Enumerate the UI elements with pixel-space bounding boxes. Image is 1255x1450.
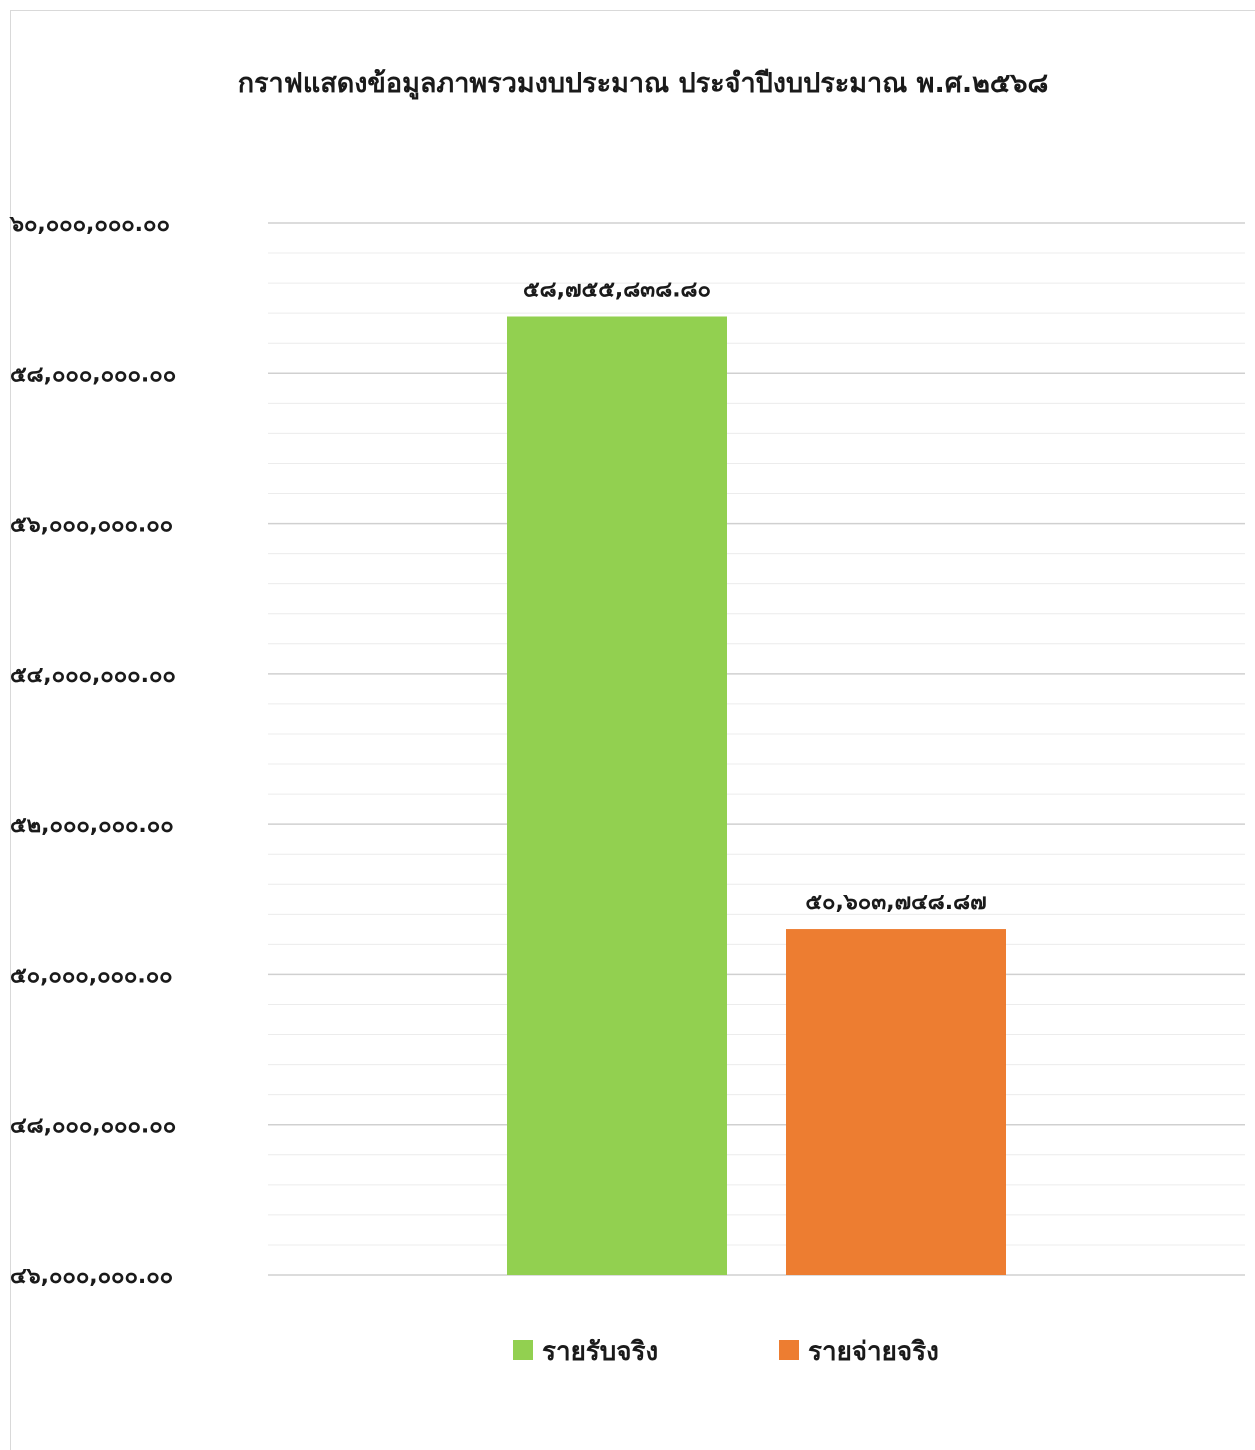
legend: รายรับจริง รายจ่ายจริง — [513, 1337, 939, 1367]
chart-frame — [10, 10, 1255, 1450]
grid-layer — [268, 222, 1245, 1276]
labels-layer: ๔๖,๐๐๐,๐๐๐.๐๐ ๔๘,๐๐๐,๐๐๐.๐๐ ๕๐,๐๐๐,๐๐๐.๐๐ ๕… — [9, 212, 987, 1289]
y-tick-label: ๕๔,๐๐๐,๐๐๐.๐๐ — [10, 663, 176, 688]
legend-swatch — [779, 1340, 799, 1360]
chart-title: กราฟแสดงข้อมูลภาพรวมงบประมาณ ประจำปีงบปร… — [238, 68, 1049, 100]
legend-swatch — [513, 1340, 533, 1360]
legend-label: รายรับจริง — [542, 1337, 658, 1367]
y-tick-label: ๕๘,๐๐๐,๐๐๐.๐๐ — [10, 362, 176, 387]
legend-label: รายจ่ายจริง — [808, 1337, 939, 1367]
y-tick-label: ๔๘,๐๐๐,๐๐๐.๐๐ — [10, 1114, 176, 1139]
bar-data-label: ๕๐,๖๐๓,๗๔๘.๘๗ — [805, 890, 986, 915]
bars-layer — [507, 316, 1006, 1275]
y-tick-label: ๔๖,๐๐๐,๐๐๐.๐๐ — [10, 1264, 173, 1289]
y-tick-label: ๕๖,๐๐๐,๐๐๐.๐๐ — [10, 513, 173, 538]
y-tick-label: ๖๐,๐๐๐,๐๐๐.๐๐ — [9, 212, 170, 237]
bar-expense — [786, 929, 1006, 1275]
bar-data-label: ๕๘,๗๕๕,๘๓๘.๘๐ — [523, 277, 711, 302]
y-tick-label: ๕๒,๐๐๐,๐๐๐.๐๐ — [10, 813, 174, 838]
y-tick-label: ๕๐,๐๐๐,๐๐๐.๐๐ — [10, 963, 173, 988]
bar-income — [507, 316, 727, 1275]
